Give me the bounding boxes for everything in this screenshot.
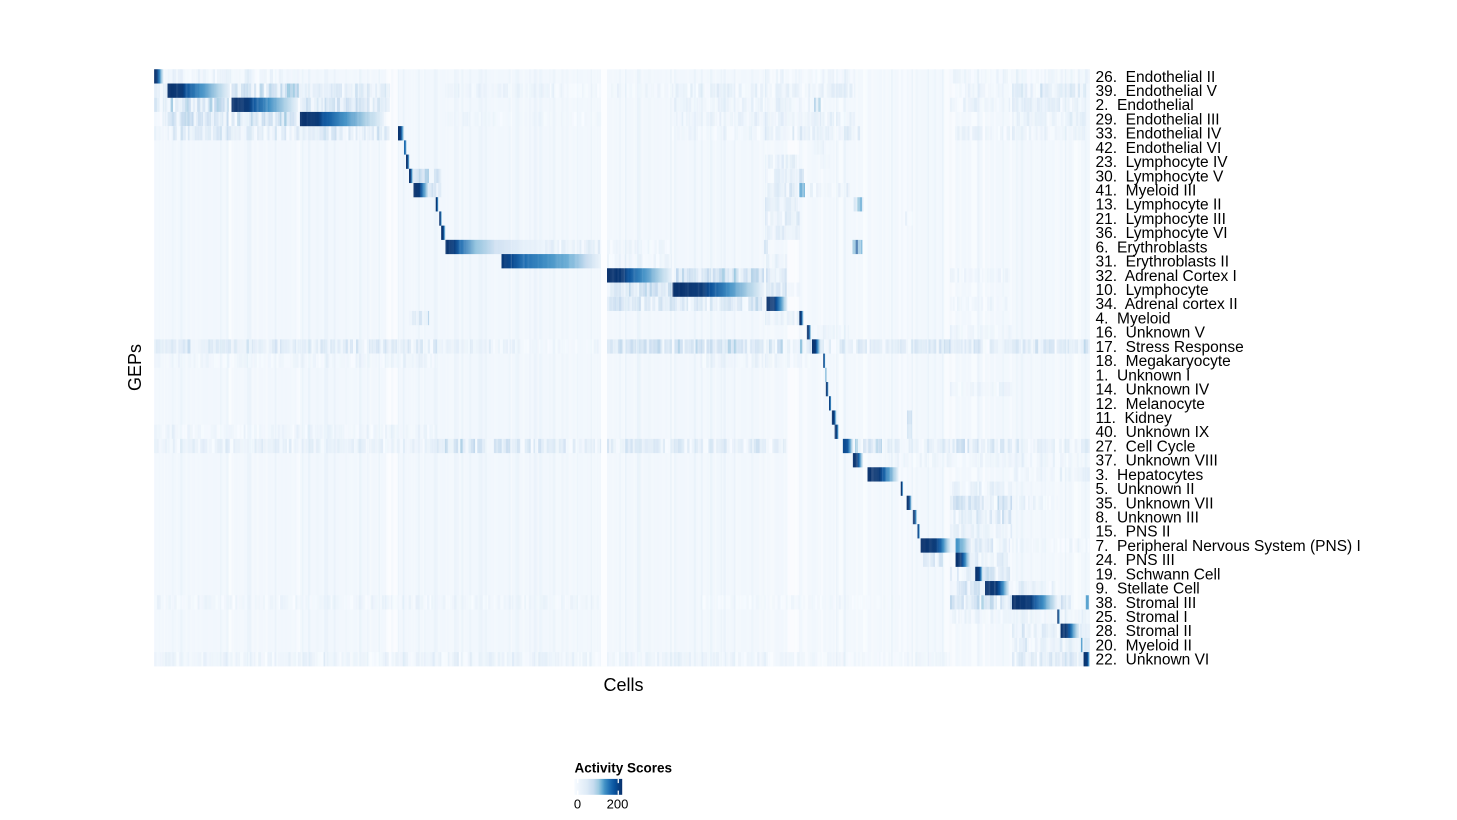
svg-text:0: 0 — [574, 797, 581, 812]
svg-text:200: 200 — [607, 797, 629, 812]
svg-text:22. Unknown VI: 22. Unknown VI — [1096, 652, 1210, 669]
svg-text:Cells: Cells — [603, 675, 643, 695]
svg-text:Activity Scores: Activity Scores — [575, 761, 673, 776]
svg-text:GEPs: GEPs — [125, 344, 145, 391]
